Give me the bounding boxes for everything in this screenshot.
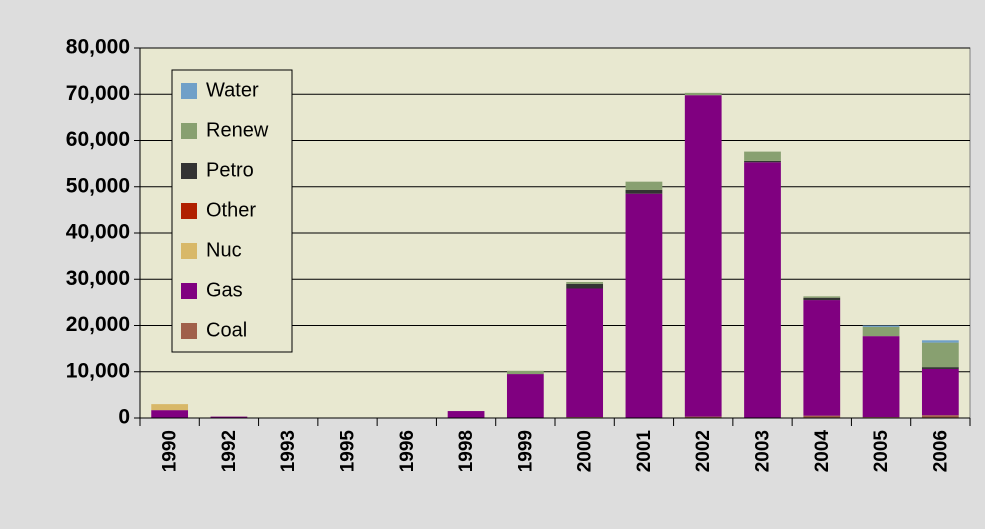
x-tick-label: 1993 (278, 430, 299, 472)
bar-segment (151, 404, 189, 411)
x-tick-group: 1996 (397, 430, 418, 472)
bar-segment (151, 410, 189, 418)
legend-label: Coal (206, 319, 247, 341)
legend-swatch (181, 323, 197, 339)
x-tick-group: 2002 (693, 430, 714, 472)
bar-segment (210, 416, 248, 418)
legend-swatch (181, 123, 197, 139)
bar-segment (744, 160, 781, 163)
y-tick-label: 0 (118, 406, 130, 429)
bar-segment (744, 151, 781, 161)
x-tick-group: 2006 (930, 430, 951, 472)
x-tick-group: 2004 (812, 430, 833, 473)
x-tick-group: 2005 (871, 430, 892, 473)
x-tick-label: 2001 (634, 430, 655, 473)
legend-label: Water (206, 79, 259, 101)
x-tick-label: 1998 (456, 430, 477, 472)
x-tick-group: 1990 (160, 430, 181, 472)
x-tick-group: 1995 (338, 430, 359, 473)
bar-segment (566, 282, 604, 284)
bar-segment (744, 162, 781, 418)
legend-swatch (181, 163, 197, 179)
legend-swatch (181, 203, 197, 219)
bar-segment (803, 415, 841, 418)
x-tick-label: 2002 (693, 430, 714, 472)
bar-segment (625, 193, 663, 418)
x-tick-label: 2006 (930, 430, 951, 472)
y-tick-label: 10,000 (66, 359, 130, 382)
y-tick-label: 80,000 (66, 36, 130, 59)
x-tick-label: 2004 (812, 430, 833, 473)
x-tick-label: 1995 (338, 430, 359, 473)
bar-segment (566, 288, 604, 418)
x-tick-label: 2003 (753, 430, 774, 472)
y-tick-label: 60,000 (66, 128, 130, 151)
x-tick-label: 1990 (160, 430, 181, 472)
bar-segment (862, 325, 900, 327)
legend-swatch (181, 83, 197, 99)
x-tick-group: 1999 (515, 430, 536, 472)
y-tick-label: 50,000 (66, 174, 130, 197)
bar-segment (506, 370, 544, 375)
bar-segment (625, 181, 663, 190)
x-tick-group: 2003 (753, 430, 774, 472)
legend-swatch (181, 283, 197, 299)
y-tick-label: 40,000 (66, 221, 130, 244)
x-tick-label: 2000 (575, 430, 596, 472)
bar-segment (921, 415, 959, 418)
bar-segment (921, 340, 959, 343)
bar-segment (506, 374, 544, 418)
bar-segment (684, 95, 722, 417)
bar-segment (625, 189, 663, 194)
legend-swatch (181, 243, 197, 259)
x-tick-group: 1993 (278, 430, 299, 472)
bar-segment (921, 367, 959, 369)
legend-label: Petro (206, 159, 254, 181)
x-tick-label: 2005 (871, 430, 892, 473)
y-tick-label: 20,000 (66, 313, 130, 336)
bar-segment (684, 416, 722, 418)
legend-label: Other (206, 199, 256, 221)
x-tick-group: 2001 (634, 430, 655, 473)
legend-label: Nuc (206, 239, 242, 261)
bar-segment (862, 336, 900, 418)
bar-segment (803, 300, 841, 416)
bar-segment (803, 297, 841, 301)
bar-segment (862, 326, 900, 337)
legend-label: Renew (206, 119, 269, 141)
bar-segment (921, 368, 959, 416)
y-tick-label: 70,000 (66, 82, 130, 105)
bar-segment (447, 411, 485, 418)
legend-label: Gas (206, 279, 243, 301)
bar-segment (803, 296, 841, 298)
x-tick-group: 2000 (575, 430, 596, 472)
x-tick-label: 1992 (219, 430, 240, 472)
x-tick-label: 1999 (515, 430, 536, 472)
x-tick-group: 1998 (456, 430, 477, 472)
y-tick-label: 30,000 (66, 267, 130, 290)
bar-segment (566, 283, 604, 289)
bar-segment (921, 342, 959, 368)
x-tick-label: 1996 (397, 430, 418, 472)
x-tick-group: 1992 (219, 430, 240, 472)
bar-segment (684, 92, 722, 96)
